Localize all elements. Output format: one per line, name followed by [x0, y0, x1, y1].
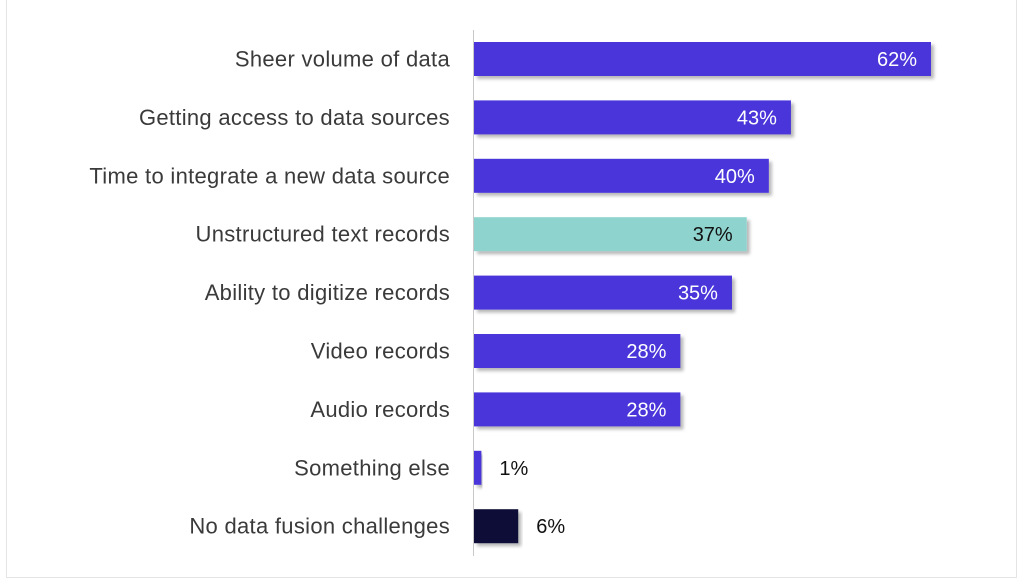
value-label: 43%: [737, 107, 777, 129]
value-label: 28%: [626, 399, 666, 421]
bar-row: Sheer volume of data 62%: [235, 42, 931, 76]
bar-row: Audio records 28%: [310, 392, 681, 427]
bar-row: Ability to digitize records 35%: [205, 275, 732, 310]
value-label: 28%: [626, 341, 666, 363]
category-label: Time to integrate a new data source: [89, 163, 450, 188]
category-label: Something else: [294, 455, 450, 480]
category-label: Unstructured text records: [196, 222, 450, 247]
category-label: No data fusion challenges: [189, 514, 450, 539]
bar: [474, 392, 681, 427]
value-label: 62%: [877, 49, 917, 71]
bar-row: Unstructured text records 37%: [196, 217, 747, 252]
category-label: Sheer volume of data: [235, 47, 451, 72]
category-label: Audio records: [310, 397, 450, 422]
bar-row: No data fusion challenges 6%: [189, 509, 565, 544]
bar: [474, 100, 791, 135]
bar-row: Getting access to data sources 43%: [139, 100, 791, 135]
value-label: 1%: [499, 458, 528, 480]
bar: [474, 450, 482, 485]
bar-row: Something else 1%: [294, 450, 528, 485]
bar-row: Time to integrate a new data source 40%: [89, 158, 769, 193]
bar-row: Video records 28%: [311, 334, 681, 368]
bar: [474, 334, 681, 368]
category-label: Getting access to data sources: [139, 105, 450, 130]
bar: [474, 509, 519, 544]
bar: [474, 158, 769, 193]
value-label: 35%: [678, 283, 718, 305]
category-label: Video records: [311, 339, 450, 364]
category-label: Ability to digitize records: [205, 280, 450, 305]
value-label: 40%: [715, 166, 755, 188]
value-label: 6%: [536, 516, 565, 538]
bar: [474, 42, 931, 76]
value-label: 37%: [693, 224, 733, 246]
bar: [474, 217, 747, 252]
bar: [474, 275, 732, 310]
